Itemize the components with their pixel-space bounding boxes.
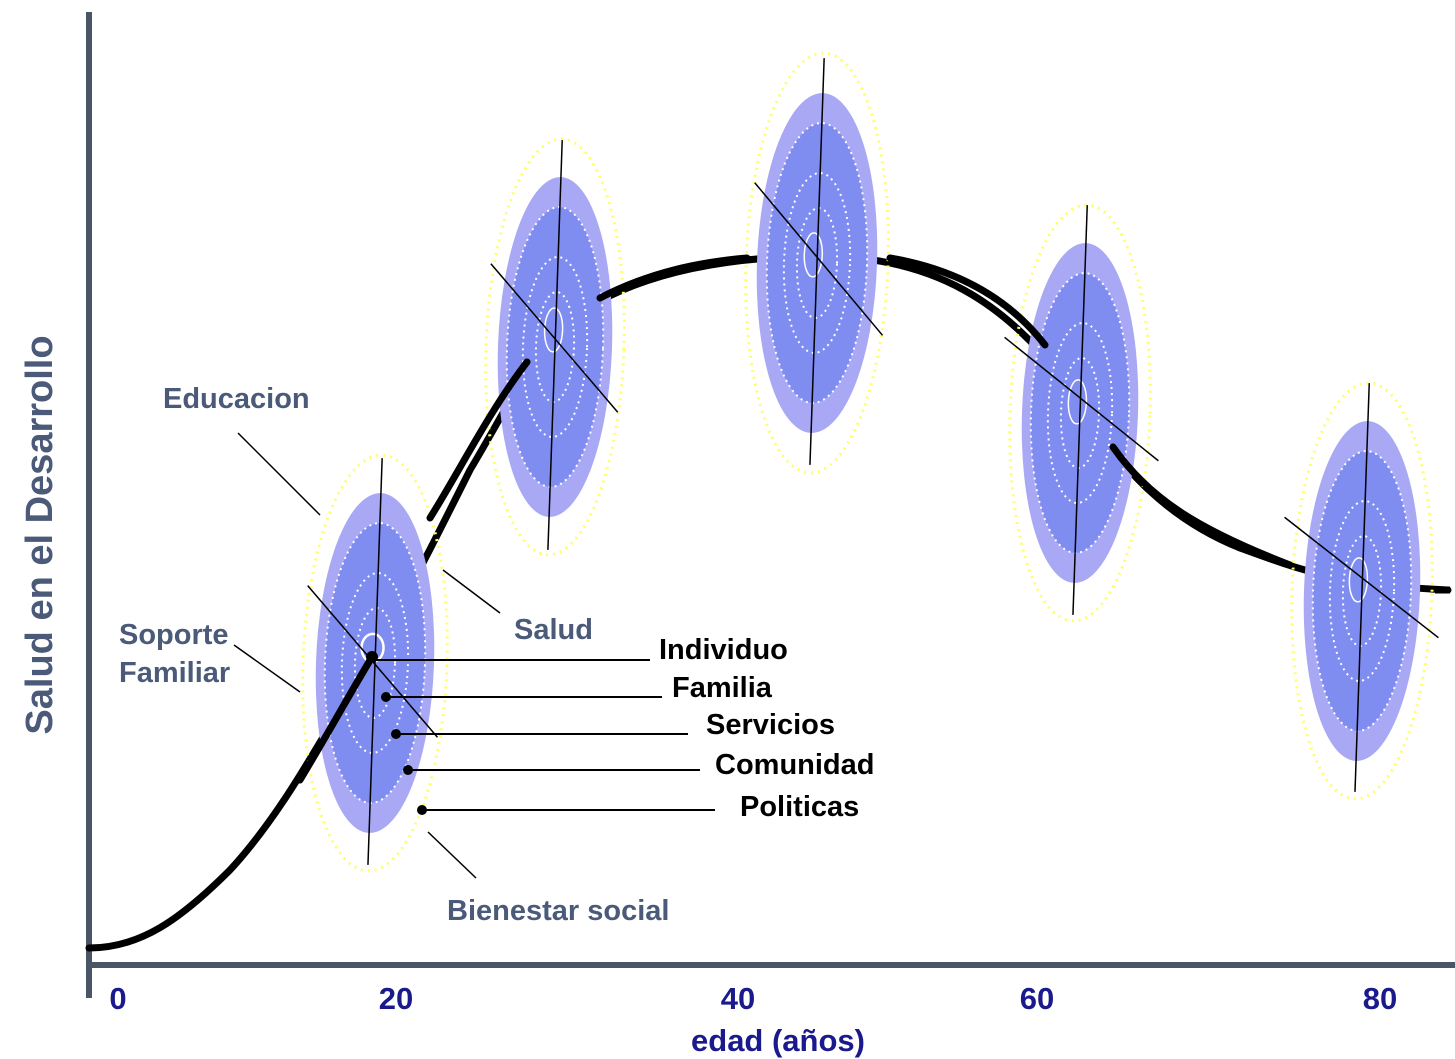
- x-tick-0: 0: [109, 981, 126, 1016]
- health-label: Salud: [514, 614, 593, 646]
- individual-label: Individuo: [659, 634, 788, 666]
- social-welfare-pointer: [427, 831, 477, 879]
- x-tick-20: 20: [379, 981, 413, 1016]
- education-pointer: [237, 432, 321, 516]
- education-label: Educacion: [163, 383, 310, 415]
- x-tick-60: 60: [1020, 981, 1054, 1016]
- family-support-label-line2: Familiar: [119, 657, 230, 689]
- curve-segment-front-3: [596, 254, 751, 302]
- x-tick-40: 40: [721, 981, 755, 1016]
- x-tick-80: 80: [1363, 981, 1397, 1016]
- ecological-ellipse-1: [301, 453, 449, 873]
- family-label: Familia: [672, 672, 773, 704]
- social-welfare-label: Bienestar social: [447, 895, 669, 927]
- curve-segment-front-1: [296, 653, 376, 784]
- curve-segment-front-2: [426, 358, 531, 522]
- ecological-ellipse-3: [744, 51, 890, 475]
- ecological-ellipse-5: [1284, 381, 1439, 801]
- ecological-ellipse-4: [1004, 203, 1159, 623]
- curve-segment-front-4: [886, 254, 1049, 349]
- community-label: Comunidad: [715, 749, 875, 781]
- x-axis-title: edad (años): [691, 1023, 865, 1058]
- curve-segment-front-5: [1109, 443, 1294, 569]
- y-axis-title: Salud en el Desarrollo: [19, 335, 61, 734]
- family-support-pointer: [233, 644, 301, 693]
- ecological-ellipse-2: [484, 137, 626, 557]
- individual-point: [366, 651, 378, 663]
- services-label: Servicios: [706, 709, 835, 741]
- family-support-label-line1: Soporte: [119, 619, 229, 651]
- health-pointer: [442, 569, 501, 614]
- policies-label: Politicas: [740, 791, 859, 823]
